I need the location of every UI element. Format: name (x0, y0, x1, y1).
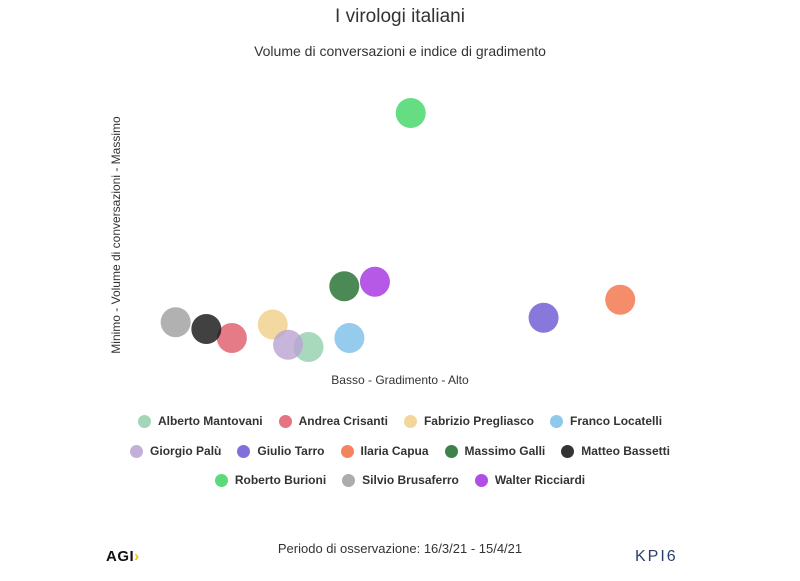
legend-swatch (342, 473, 356, 487)
point-giorgio-pal-[interactable] (273, 329, 304, 360)
legend-label: Andrea Crisanti (298, 414, 388, 428)
legend-label: Roberto Burioni (234, 473, 327, 487)
legend-swatch (550, 414, 564, 428)
legend-row: Roberto Burioni Silvio Brusaferro Walter R… (0, 473, 800, 487)
legend-swatch (214, 473, 228, 487)
point-andrea-crisanti[interactable] (216, 323, 247, 353)
legend-item[interactable]: Walter Ricciardi (474, 473, 586, 487)
legend-item[interactable]: Franco Locatelli (550, 414, 662, 428)
legend-item[interactable]: Alberto Mantovani (137, 414, 263, 428)
chart-title: I virologi italiani (335, 6, 465, 27)
legend-label: Walter Ricciardi (494, 473, 586, 487)
legend-swatch (561, 444, 575, 458)
legend-row: Giorgio Palù Giulio Tarro Ilaria Capua Mass… (0, 444, 800, 458)
point-franco-locatelli[interactable] (334, 323, 365, 353)
observation-period: Periodo di osservazione: 16/3/21 - 15/4/… (277, 541, 523, 556)
legend-swatch (403, 414, 417, 428)
legend-item[interactable]: Giorgio Palù (130, 444, 221, 458)
legend-label: Giorgio Palù (150, 444, 222, 458)
point-matteo-bassetti[interactable] (191, 314, 222, 344)
legend-item[interactable]: Fabrizio Pregliasco (403, 414, 535, 428)
legend-item[interactable]: Giulio Tarro (237, 444, 325, 458)
legend-label: Fabrizio Pregliasco (423, 414, 535, 428)
legend-row: Alberto Mantovani Andrea Crisanti Fabrizio… (0, 414, 800, 428)
legend-label: Matteo Bassetti (581, 444, 670, 458)
legend-swatch (137, 414, 151, 428)
legend-item[interactable]: Roberto Burioni (214, 473, 327, 487)
point-massimo-galli[interactable] (329, 271, 360, 302)
point-silvio-brusaferro[interactable] (160, 307, 191, 338)
kpi6-logo: KPI6 (635, 548, 678, 565)
legend-swatch (444, 444, 458, 458)
legend-label: Giulio Tarro (257, 444, 325, 458)
legend-label: Ilaria Capua (360, 444, 429, 458)
legend-swatch (340, 444, 354, 458)
legend-label: Silvio Brusaferro (362, 473, 459, 487)
legend-item[interactable]: Ilaria Capua (340, 444, 429, 458)
legend-swatch (237, 444, 251, 458)
legend-item[interactable]: Massimo Galli (444, 444, 546, 458)
agi-logo: AGI› (106, 548, 140, 565)
point-roberto-burioni[interactable] (395, 98, 426, 128)
legend-swatch (474, 473, 488, 487)
y-axis-label: Minimo - Volume di conversazioni - Massi… (109, 116, 123, 354)
legend-item[interactable]: Silvio Brusaferro (342, 473, 459, 487)
scatter-plot (160, 98, 636, 362)
legend-label: Franco Locatelli (570, 414, 663, 428)
legend-item[interactable]: Matteo Bassetti (561, 444, 670, 458)
legend-swatch (278, 414, 292, 428)
legend-label: Alberto Mantovani (157, 414, 263, 428)
point-ilaria-capua[interactable] (605, 284, 636, 315)
x-axis-label: Basso - Gradimento - Alto (331, 373, 469, 387)
legend-swatch (130, 444, 144, 458)
legend-label: Massimo Galli (464, 444, 546, 458)
point-walter-ricciardi[interactable] (359, 266, 390, 297)
point-giulio-tarro[interactable] (528, 302, 559, 333)
legend-item[interactable]: Andrea Crisanti (278, 414, 388, 428)
chart-subtitle: Volume di conversazioni e indice di grad… (254, 43, 546, 59)
